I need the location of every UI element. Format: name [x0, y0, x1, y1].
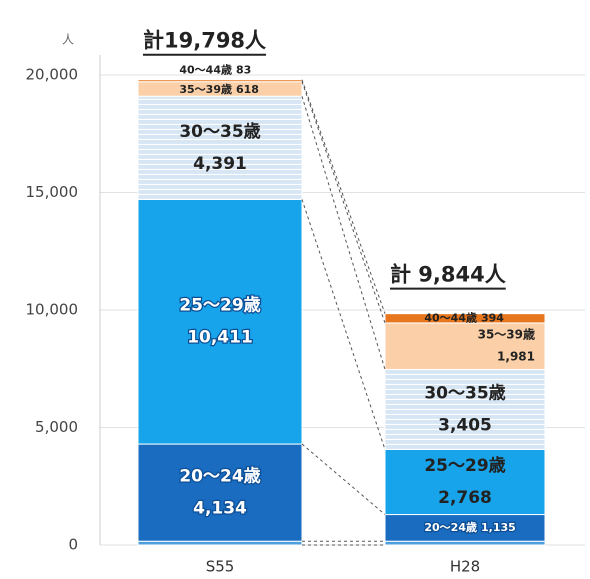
segment-name: 30～35歳: [179, 121, 260, 142]
segment-name: 25～29歳: [179, 295, 260, 316]
x-tick-label: H28: [450, 558, 480, 576]
total-label: 計19,798人: [143, 29, 266, 53]
y-tick-label: 10,000: [26, 301, 79, 319]
data-label: 4,391: [193, 154, 247, 174]
connector: [301, 199, 386, 450]
data-label: 2,768: [438, 488, 492, 508]
bar-segment: [384, 368, 546, 450]
bar-segment: [384, 322, 546, 370]
segment-name: 35～39歳: [179, 82, 232, 96]
total-label: 計 9,844人: [390, 263, 506, 287]
data-label: 3,405: [438, 415, 492, 435]
data-label: 83: [236, 64, 251, 77]
data-label: 618: [236, 83, 259, 96]
bar-segment: [137, 95, 303, 200]
x-tick-label: S55: [206, 558, 235, 576]
segment-name: 40～44歳: [424, 310, 477, 324]
segment-name: 30～35歳: [424, 382, 505, 403]
connector: [301, 79, 386, 314]
bar-segment: [384, 448, 546, 516]
connector: [301, 81, 386, 324]
segment-name: 35～39歳: [478, 327, 535, 342]
y-unit: 人: [62, 33, 74, 47]
bar-segment: [137, 198, 303, 445]
segment-name: 20～24歳: [179, 466, 260, 487]
y-tick-label: 20,000: [26, 66, 79, 84]
data-label: 4,134: [193, 499, 247, 519]
y-tick-label: 15,000: [26, 183, 79, 201]
bar-segment: [137, 79, 303, 83]
bar-segment: [384, 313, 546, 324]
segment-name: 25～29歳: [424, 455, 505, 476]
bar-segment: [137, 540, 303, 546]
data-label: 10,411: [187, 328, 253, 348]
bar-segment: [384, 540, 546, 546]
segment-name: 40～44歳: [179, 63, 232, 77]
connector: [301, 443, 386, 515]
y-tick-label: 5,000: [35, 418, 78, 436]
y-tick-label: 0: [68, 536, 78, 554]
data-label: 1,981: [497, 350, 535, 364]
data-label: 394: [481, 311, 504, 324]
segment-name: 20～24歳: [424, 520, 477, 534]
data-label: 1,135: [481, 521, 516, 534]
bar-segment: [137, 443, 303, 542]
connector: [301, 96, 386, 370]
